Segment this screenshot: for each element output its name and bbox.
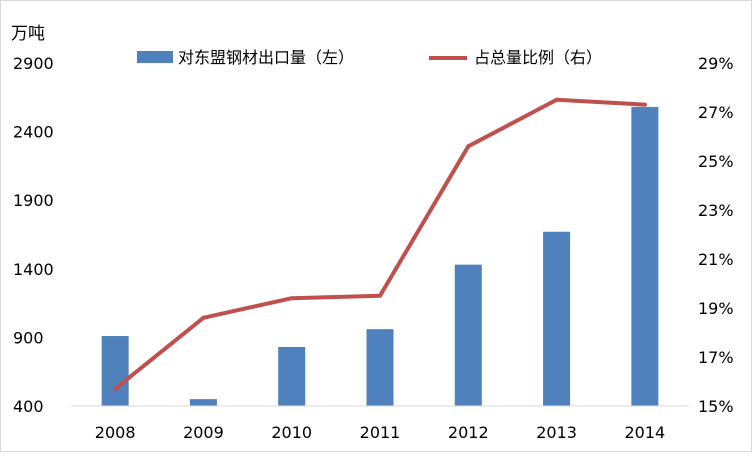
right-tick-label: 23% bbox=[698, 201, 734, 220]
line-series bbox=[113, 97, 647, 391]
right-tick-label: 19% bbox=[698, 299, 734, 318]
ratio-point-2012 bbox=[466, 144, 471, 149]
left-tick-label: 1900 bbox=[13, 191, 54, 210]
legend: 对东盟钢材出口量（左） 占总量比例（右） bbox=[137, 48, 602, 67]
right-axis-ticks: 15% 17% 19% 21% 23% 25% 27% 29% bbox=[698, 54, 734, 416]
x-axis-ticks: 2008 2009 2010 2011 2012 2013 2014 bbox=[95, 423, 665, 442]
left-axis-ticks: 400 900 1400 1900 2400 2900 bbox=[13, 54, 54, 416]
left-tick-label: 900 bbox=[13, 328, 44, 347]
bar-2013 bbox=[543, 231, 571, 406]
x-tick-label: 2012 bbox=[448, 423, 489, 442]
ratio-point-2011 bbox=[378, 293, 382, 298]
right-tick-label: 15% bbox=[698, 397, 734, 416]
legend-bar-label: 对东盟钢材出口量（左） bbox=[178, 48, 354, 67]
bar-2009 bbox=[189, 399, 217, 406]
ratio-point-2013 bbox=[554, 97, 559, 102]
left-tick-label: 1400 bbox=[13, 260, 54, 279]
right-tick-label: 25% bbox=[698, 152, 734, 171]
ratio-point-2014 bbox=[642, 102, 647, 107]
x-tick-label: 2014 bbox=[624, 423, 665, 442]
ratio-point-2008 bbox=[113, 386, 118, 391]
bar-2011 bbox=[366, 329, 394, 406]
bar-2014 bbox=[631, 106, 659, 407]
left-axis-unit: 万吨 bbox=[11, 24, 45, 44]
bar-2008 bbox=[101, 336, 129, 406]
right-tick-label: 21% bbox=[698, 250, 734, 269]
left-tick-label: 2400 bbox=[13, 123, 54, 142]
x-tick-label: 2011 bbox=[360, 423, 401, 442]
right-tick-label: 27% bbox=[698, 103, 734, 122]
legend-bar-swatch bbox=[137, 51, 173, 63]
left-tick-label: 2900 bbox=[13, 54, 54, 73]
x-tick-label: 2010 bbox=[271, 423, 312, 442]
x-tick-label: 2008 bbox=[95, 423, 136, 442]
left-tick-label: 400 bbox=[13, 397, 44, 416]
ratio-point-2009 bbox=[201, 315, 206, 320]
bar-2012 bbox=[454, 264, 482, 406]
bar-series bbox=[101, 106, 659, 407]
x-tick-label: 2009 bbox=[183, 423, 224, 442]
ratio-point-2010 bbox=[289, 296, 294, 301]
x-tick-label: 2013 bbox=[536, 423, 577, 442]
legend-line-label: 占总量比例（右） bbox=[474, 48, 602, 67]
bar-2010 bbox=[278, 347, 306, 406]
right-tick-label: 17% bbox=[698, 348, 734, 367]
right-tick-label: 29% bbox=[698, 54, 734, 73]
